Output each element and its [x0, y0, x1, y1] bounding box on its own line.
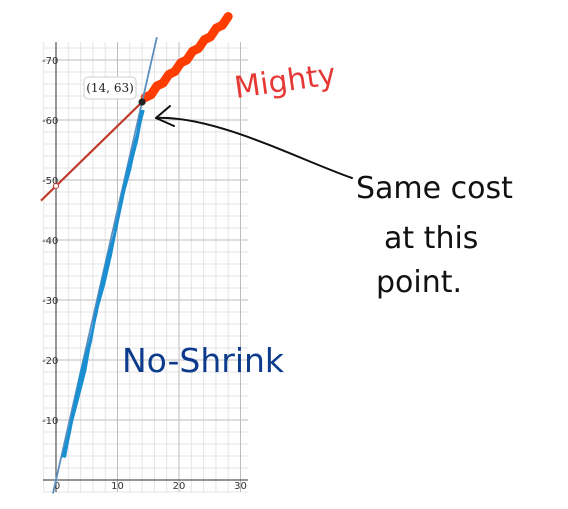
y-tick-label: -70 — [42, 56, 58, 67]
minor-gridlines — [43, 42, 248, 493]
note-line-2: at this — [384, 221, 478, 256]
note-line-3: point. — [376, 265, 462, 300]
y-tick-label: -10 — [42, 416, 58, 427]
x-tick-label: 0 — [54, 481, 60, 492]
y-tick-label: -50 — [42, 176, 58, 187]
x-tick-label: 10 — [111, 481, 124, 492]
y-tick-label: -30 — [42, 296, 58, 307]
major-gridlines — [43, 42, 248, 492]
tick-labels: 0 10 20 30 -10 -20 -30 -40 -50 -60 -70 — [42, 56, 247, 492]
no-shrink-scribble — [63, 109, 143, 458]
tooltip-box — [83, 76, 137, 100]
note-line-1: Same cost — [356, 171, 513, 206]
intersection-tooltip: (14, 63) — [83, 76, 137, 100]
series-layer — [40, 12, 233, 494]
mighty-intercept-point — [53, 183, 59, 189]
marks-layer — [53, 98, 146, 189]
y-tick-label: -60 — [42, 116, 58, 127]
mighty-annotation: Mighty — [232, 57, 338, 106]
annotation-arrowhead — [155, 105, 175, 127]
no-shrink-annotation: No-Shrink — [122, 341, 285, 380]
intersection-point — [138, 98, 146, 106]
intersection-label: (14, 63) — [86, 81, 134, 95]
y-tick-label: -20 — [42, 356, 58, 367]
x-tick-label: 20 — [173, 481, 186, 492]
x-tick-label: 30 — [234, 481, 247, 492]
axes — [43, 42, 248, 492]
mighty-series-highlight — [140, 12, 233, 102]
y-tick-label: -40 — [42, 236, 58, 247]
annotation-arrow — [155, 116, 353, 179]
